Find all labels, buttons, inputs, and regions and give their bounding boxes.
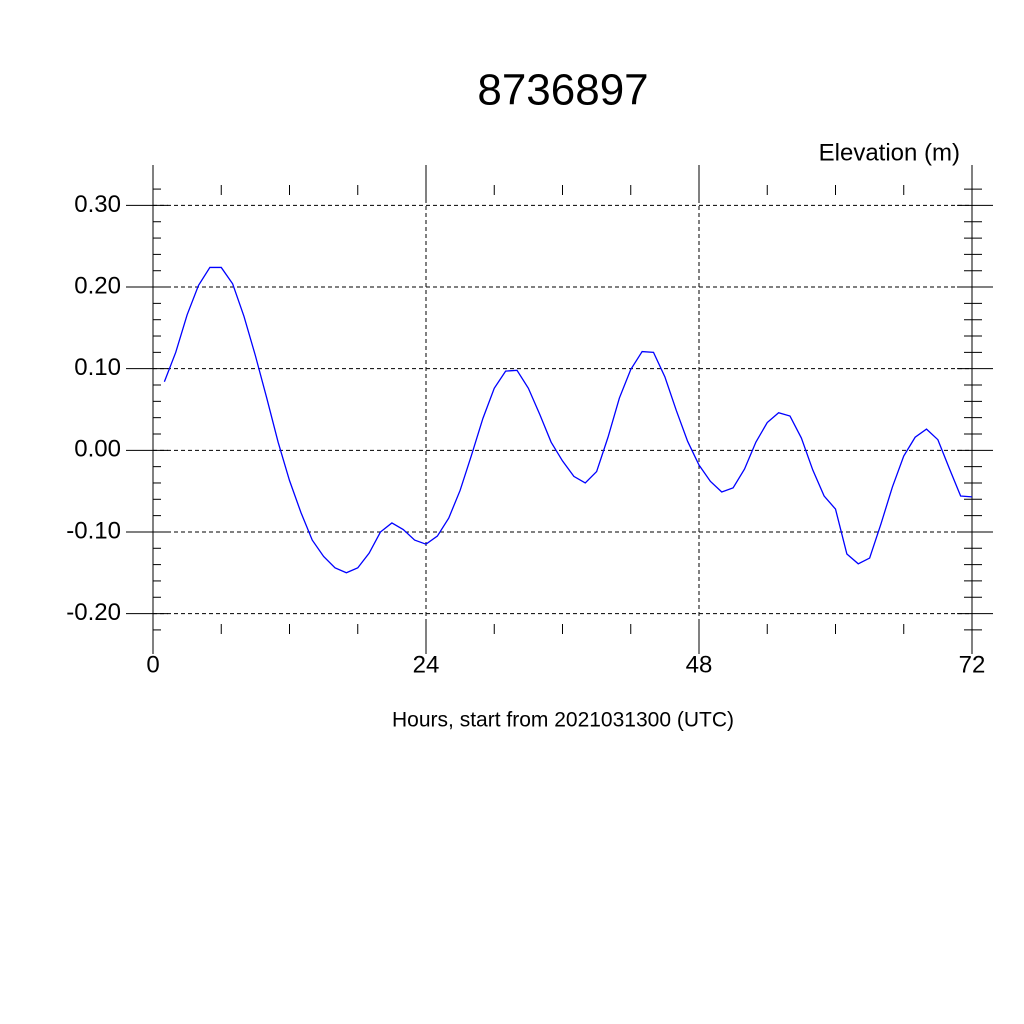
y-tick-label: -0.20 xyxy=(66,599,121,626)
y-tick-label: 0.30 xyxy=(74,191,121,218)
x-axis-label: Hours, start from 2021031300 (UTC) xyxy=(392,709,734,732)
y-tick-label: 0.00 xyxy=(74,436,121,463)
data-line xyxy=(163,266,973,574)
y-tick-label: -0.10 xyxy=(66,517,121,544)
chart-title: 8736897 xyxy=(477,66,648,115)
y-tick-label: 0.20 xyxy=(74,272,121,299)
y-tick-label: 0.10 xyxy=(74,354,121,381)
x-tick-label: 24 xyxy=(413,651,440,678)
x-tick-label: 0 xyxy=(146,651,159,678)
x-tick-label: 72 xyxy=(959,651,986,678)
y-axis-label: Elevation (m) xyxy=(819,139,960,166)
x-tick-label: 48 xyxy=(686,651,713,678)
